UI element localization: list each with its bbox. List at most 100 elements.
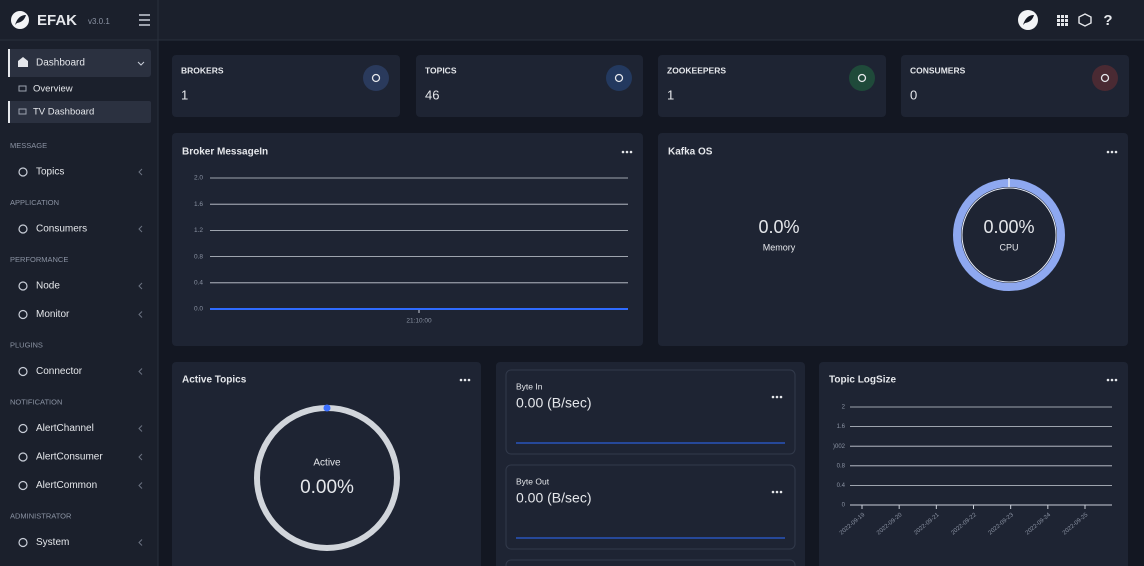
chevron[interactable] <box>138 282 143 290</box>
more-dot[interactable] <box>775 395 779 399</box>
top-icons[interactable]: ? <box>1018 10 1113 30</box>
nav-active-bar <box>8 49 10 77</box>
version: v3.0.1 <box>88 17 110 26</box>
nav-label: Consumers <box>36 224 87 235</box>
stat-card <box>172 55 400 117</box>
stat-card <box>658 55 886 117</box>
more-dot[interactable] <box>1106 378 1110 382</box>
stat-label: CONSUMERS <box>910 65 966 75</box>
menu-toggle[interactable] <box>139 14 150 26</box>
memory-label: Memory <box>763 242 796 252</box>
y-tick-label: 0.8 <box>837 463 846 469</box>
cpu-label: CPU <box>999 242 1018 252</box>
more-dot[interactable] <box>1114 378 1118 382</box>
logo-leaf <box>15 15 26 25</box>
chevron[interactable] <box>138 425 143 432</box>
y-tick-label: 0.4 <box>194 280 203 287</box>
stat-card <box>416 55 643 117</box>
more-dot[interactable] <box>771 490 775 494</box>
chevron[interactable] <box>138 453 143 461</box>
panel <box>819 362 1128 566</box>
chevron <box>137 61 145 66</box>
nav-icon <box>18 224 28 234</box>
more-dot[interactable] <box>771 395 775 399</box>
y-tick-label: 0 <box>842 503 846 509</box>
y-tick-label: 0.8 <box>194 253 203 260</box>
y-tick-label: )002 <box>833 444 846 450</box>
nav-active-bar <box>8 101 10 123</box>
stat-icon-glyph <box>371 73 381 83</box>
byte-card <box>505 369 796 455</box>
more-dot[interactable] <box>1106 150 1110 154</box>
stat-icon <box>606 65 632 91</box>
dashboard-icon <box>18 57 28 67</box>
stat-label: TOPICS <box>425 65 457 75</box>
nav-icon <box>18 452 28 462</box>
more-dot[interactable] <box>1114 150 1118 154</box>
nav-dashboard[interactable] <box>8 49 151 77</box>
byte-title: Byte Out <box>516 476 550 486</box>
y-tick-label: 2 <box>842 405 846 411</box>
more-dot[interactable] <box>467 378 471 382</box>
active-label: Active <box>313 458 341 469</box>
chevron[interactable] <box>138 168 143 176</box>
more-dot[interactable] <box>459 378 463 382</box>
byte-title: Byte In <box>516 381 543 391</box>
cpu-value: 0.00% <box>983 217 1034 237</box>
chevron[interactable] <box>138 539 143 546</box>
more-dot[interactable] <box>625 150 629 154</box>
chevron[interactable] <box>138 482 143 489</box>
nav-section: ADMINISTRATOR <box>10 511 72 520</box>
stat-card <box>901 55 1129 117</box>
nav-section: PLUGINS <box>10 340 43 349</box>
chevron[interactable] <box>138 368 143 375</box>
nav-selected[interactable] <box>8 101 151 123</box>
stat-icon <box>1092 65 1118 91</box>
nav-icon <box>18 309 28 320</box>
stat-icon-glyph <box>1100 73 1110 83</box>
nav-section: MESSAGE <box>10 141 47 150</box>
nav-label: Node <box>36 281 60 292</box>
nav-label: Topics <box>36 167 64 178</box>
nav-icon <box>18 537 28 548</box>
more-dot[interactable] <box>1110 378 1114 382</box>
y-tick-label: 1.2 <box>194 227 203 234</box>
more-dot[interactable] <box>779 395 783 399</box>
stat-label: ZOOKEEPERS <box>667 65 726 75</box>
stat-value: 46 <box>425 87 439 102</box>
nav-label: Connector <box>36 366 83 377</box>
stat-value: 1 <box>181 87 188 102</box>
x-tick-label: 21:10:00 <box>406 318 432 325</box>
nav-icon <box>18 167 28 177</box>
stat-label: BROKERS <box>181 65 224 75</box>
y-tick-label: 2.0 <box>194 175 203 182</box>
more-dot[interactable] <box>463 378 467 382</box>
stat-value: 1 <box>667 87 674 102</box>
y-tick-label: 1.6 <box>837 424 846 430</box>
nav-label: AlertCommon <box>36 480 97 491</box>
more-dot[interactable] <box>621 150 625 154</box>
help-icon[interactable]: ? <box>1103 12 1112 29</box>
more-dot[interactable] <box>775 490 779 494</box>
chevron[interactable] <box>138 225 143 233</box>
y-tick-label: 0.0 <box>194 306 203 313</box>
brand: EFAK <box>37 12 77 29</box>
byte-value: 0.00 (B/sec) <box>516 490 591 506</box>
stat-icon-glyph <box>857 73 867 83</box>
sub-icon <box>18 85 27 92</box>
more-dot[interactable] <box>629 150 633 154</box>
nav-label: AlertConsumer <box>36 452 103 463</box>
chevron[interactable] <box>138 311 143 318</box>
panel-title: Kafka OS <box>668 147 713 158</box>
cube-icon[interactable] <box>1078 13 1092 27</box>
more-dot[interactable] <box>779 490 783 494</box>
nav-label: Dashboard <box>36 58 85 69</box>
apps-icon[interactable] <box>1057 15 1068 26</box>
panel-title: Broker MessageIn <box>182 147 268 158</box>
nav-label: AlertChannel <box>36 423 94 434</box>
stat-value: 0 <box>910 87 917 102</box>
nav-sub-label: Overview <box>33 84 73 95</box>
y-tick-label: 1.6 <box>194 201 203 208</box>
active-value: 0.00% <box>300 477 354 498</box>
more-dot[interactable] <box>1110 150 1114 154</box>
